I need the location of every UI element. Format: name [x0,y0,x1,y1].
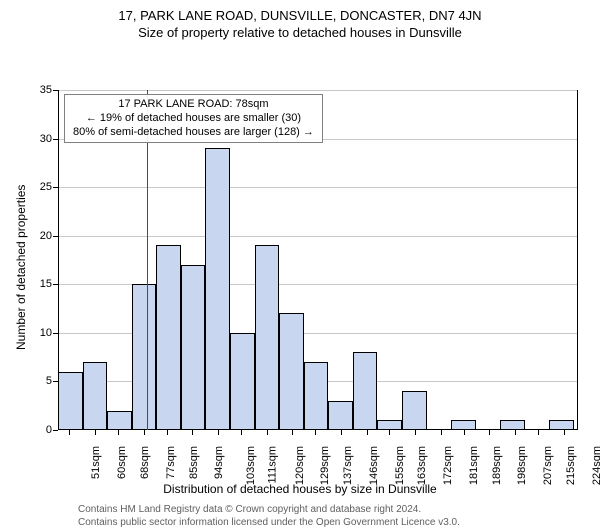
title-main: 17, PARK LANE ROAD, DUNSVILLE, DONCASTER… [0,0,600,23]
x-tick-mark [538,430,539,435]
info-box-line: 80% of semi-detached houses are larger (… [73,126,314,140]
x-tick-label: 60sqm [116,446,128,479]
x-tick-label: 120sqm [294,446,306,485]
x-tick-label: 224sqm [591,446,600,485]
x-tick-mark [292,430,293,435]
x-tick-label: 85sqm [188,446,200,479]
histogram-bar [328,401,353,430]
x-tick-label: 198sqm [517,446,529,485]
x-tick-mark [389,430,390,435]
x-tick-label: 172sqm [442,446,454,485]
x-tick-label: 146sqm [368,446,380,485]
x-tick-mark [144,430,145,435]
histogram-bar [230,333,255,430]
histogram-bar [205,148,230,430]
x-tick-label: 94sqm [213,446,225,479]
y-tick-mark [53,430,58,431]
x-tick-mark [218,430,219,435]
x-tick-label: 163sqm [417,446,429,485]
x-tick-label: 215sqm [565,446,577,485]
x-tick-mark [167,430,168,435]
y-tick-label: 35 [28,84,52,96]
x-tick-mark [515,430,516,435]
x-tick-mark [69,430,70,435]
x-tick-mark [341,430,342,435]
y-tick-label: 10 [28,327,52,339]
x-tick-mark [118,430,119,435]
y-axis-label: Number of detached properties [14,185,28,350]
y-tick-label: 5 [28,375,52,387]
x-tick-mark [464,430,465,435]
histogram-bar [83,362,108,430]
histogram-bar [132,284,157,430]
info-box: 17 PARK LANE ROAD: 78sqm← 19% of detache… [64,94,323,143]
x-tick-label: 181sqm [468,446,480,485]
gridline [58,90,578,91]
x-tick-label: 207sqm [542,446,554,485]
x-tick-mark [489,430,490,435]
x-axis-label: Distribution of detached houses by size … [0,482,600,496]
histogram-bar [58,372,83,430]
plot-region: 0510152025303551sqm60sqm68sqm77sqm85sqm9… [58,90,578,430]
x-tick-mark [441,430,442,435]
x-tick-mark [564,430,565,435]
x-tick-label: 137sqm [342,446,354,485]
x-tick-mark [192,430,193,435]
gridline [58,187,578,188]
x-tick-label: 77sqm [165,446,177,479]
x-tick-label: 129sqm [319,446,331,485]
x-tick-label: 155sqm [394,446,406,485]
y-tick-label: 25 [28,181,52,193]
y-tick-label: 0 [28,424,52,436]
x-tick-mark [367,430,368,435]
x-tick-mark [415,430,416,435]
y-tick-label: 20 [28,230,52,242]
gridline [58,236,578,237]
y-tick-label: 30 [28,133,52,145]
x-tick-label: 111sqm [266,446,278,484]
title-sub: Size of property relative to detached ho… [0,23,600,42]
histogram-bar [156,245,181,430]
left-axis-line [58,90,59,430]
info-box-line: ← 19% of detached houses are smaller (30… [73,112,314,126]
histogram-bar [181,265,206,430]
info-box-line: 17 PARK LANE ROAD: 78sqm [73,98,314,112]
x-tick-label: 103sqm [245,446,257,485]
x-tick-mark [267,430,268,435]
x-tick-mark [315,430,316,435]
y-tick-label: 15 [28,278,52,290]
histogram-bar [255,245,280,430]
footer-line-1: Contains HM Land Registry data © Crown c… [78,504,421,515]
x-tick-mark [241,430,242,435]
histogram-bar [402,391,427,430]
histogram-bar [107,411,132,430]
x-tick-label: 189sqm [491,446,503,485]
right-axis-line [577,90,578,430]
x-tick-mark [95,430,96,435]
x-tick-label: 68sqm [139,446,151,479]
x-tick-label: 51sqm [90,446,102,479]
histogram-bar [279,313,304,430]
histogram-bar [353,352,378,430]
histogram-bar [304,362,329,430]
footer-line-2: Contains public sector information licen… [78,517,460,528]
baseline [58,429,578,430]
